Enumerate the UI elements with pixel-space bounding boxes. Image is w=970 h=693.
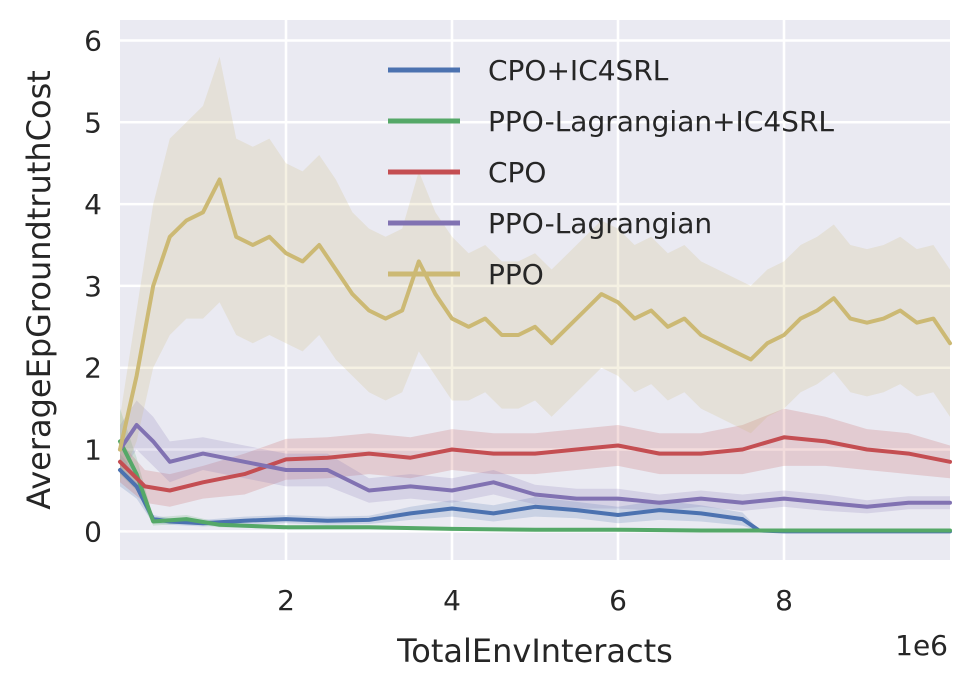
- grid: [120, 20, 950, 560]
- legend-label-ppo-lagrangian: PPO-Lagrangian: [488, 207, 712, 240]
- x-offset-label: 1e6: [895, 629, 948, 662]
- legend-label-cpo: CPO: [488, 156, 546, 189]
- series-line-cpo: [118, 435, 952, 493]
- x-tick-labels: 2 4 6 8: [277, 584, 793, 617]
- series-line-ppo: [118, 177, 952, 452]
- legend-label-ppo-lagrangian-ic4srl: PPO-Lagrangian+IC4SRL: [488, 105, 834, 138]
- band-ppo: [120, 56, 950, 483]
- x-tick-label: 6: [609, 584, 627, 617]
- x-tick-label: 4: [443, 584, 461, 617]
- series-lines: [118, 177, 952, 534]
- series-line-cpo-ic4srl: [118, 468, 952, 534]
- series-line-ppo-lagrangian: [118, 423, 952, 509]
- series-line-ppo-lagrangian-ic4srl: [118, 439, 952, 533]
- band-cpo: [120, 408, 950, 507]
- x-tick-label: 8: [775, 584, 793, 617]
- y-tick-label: 5: [84, 106, 102, 139]
- x-axis-label: TotalEnvInteracts: [396, 632, 673, 670]
- y-tick-label: 1: [84, 434, 102, 467]
- legend-label-cpo-ic4srl: CPO+IC4SRL: [488, 54, 669, 87]
- band-ppo-lagrangian: [120, 400, 950, 514]
- y-tick-label: 0: [84, 515, 102, 548]
- legend-label-ppo: PPO: [488, 258, 544, 291]
- y-tick-label: 3: [84, 270, 102, 303]
- y-axis-label: AverageEpGroundtruthCost: [20, 70, 58, 510]
- legend: CPO+IC4SRL PPO-Lagrangian+IC4SRL CPO PPO-La…: [388, 54, 834, 291]
- y-tick-label: 4: [84, 188, 102, 221]
- band-ppo-lagrangian-ic4srl: [120, 408, 950, 532]
- y-tick-label: 2: [84, 352, 102, 385]
- x-tick-label: 2: [277, 584, 295, 617]
- y-tick-label: 6: [84, 24, 102, 57]
- y-tick-labels: 0 1 2 3 4 5 6: [84, 24, 102, 548]
